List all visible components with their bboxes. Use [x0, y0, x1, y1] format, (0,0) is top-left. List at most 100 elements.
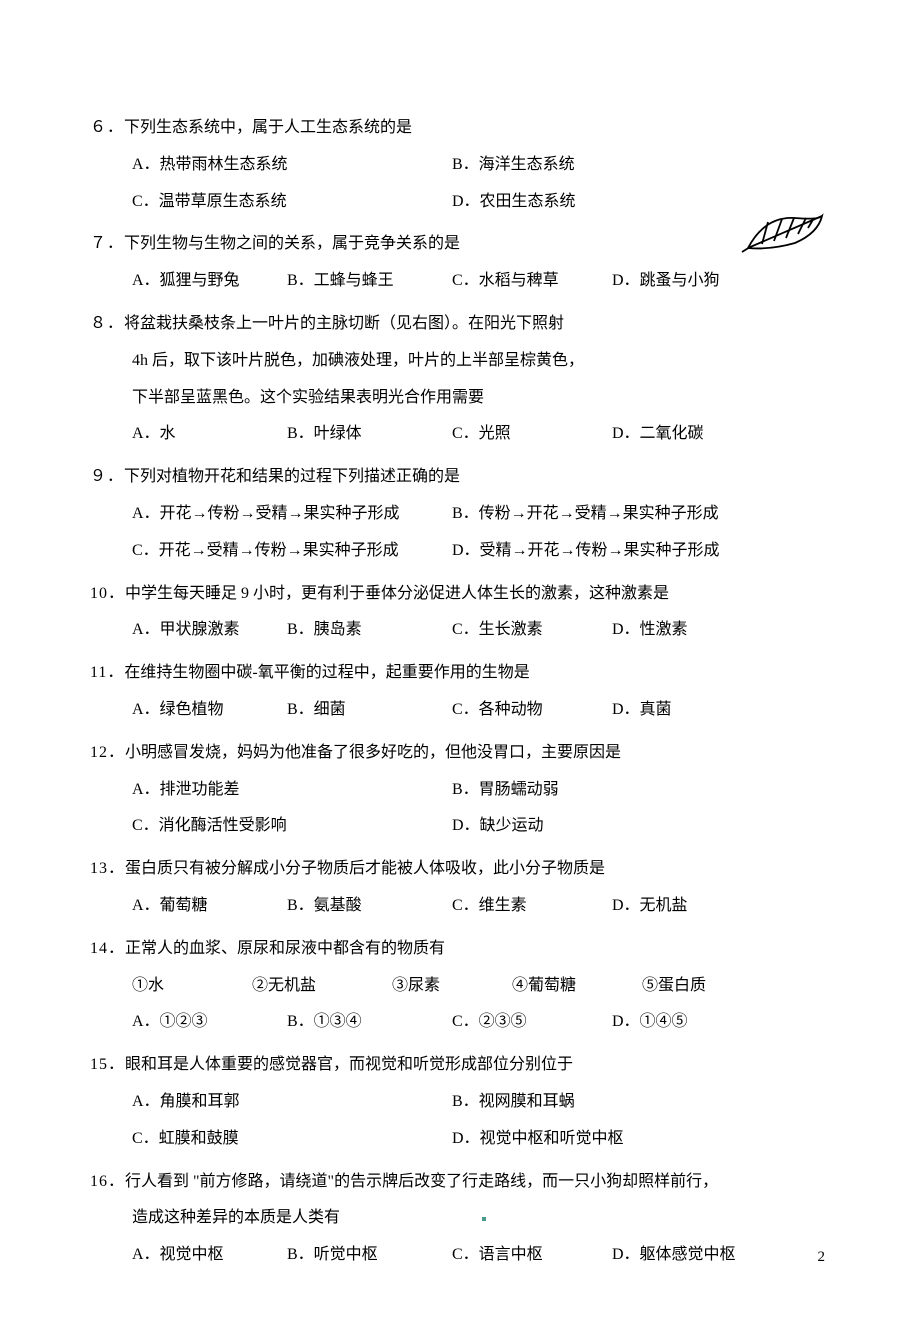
option: C．水稻与稗草 — [452, 263, 612, 300]
option: D．二氧化碳 — [612, 416, 704, 453]
option: D．缺少运动 — [452, 808, 544, 845]
options-row: A．角膜和耳郭B．视网膜和耳蜗 — [90, 1084, 830, 1121]
question-number: 14． — [90, 931, 125, 968]
option: B．传粉→开花→受精→果实种子形成 — [452, 496, 719, 533]
option: A．水 — [132, 416, 287, 453]
options-row: A．水B．叶绿体C．光照D．二氧化碳 — [90, 416, 830, 453]
option: C．生长激素 — [452, 612, 612, 649]
options-row: A．绿色植物B．细菌C．各种动物D．真菌 — [90, 692, 830, 729]
option: C．消化酶活性受影响 — [132, 808, 452, 845]
option: A．狐狸与野兔 — [132, 263, 287, 300]
item: ⑤蛋白质 — [642, 968, 706, 1005]
question-stem: 在维持生物圈中碳-氧平衡的过程中，起重要作用的生物是 — [124, 655, 830, 692]
option: A．热带雨林生态系统 — [132, 147, 452, 184]
question-number: 10． — [90, 576, 125, 613]
question-14: 14．正常人的血浆、原尿和尿液中都含有的物质有①水②无机盐③尿素④葡萄糖⑤蛋白质… — [90, 931, 830, 1041]
option: B．胰岛素 — [287, 612, 452, 649]
question-stem: 正常人的血浆、原尿和尿液中都含有的物质有 — [125, 931, 830, 968]
question-6: ６．下列生态系统中，属于人工生态系统的是A．热带雨林生态系统B．海洋生态系统C．… — [90, 110, 830, 220]
options-row: A．排泄功能差B．胃肠蠕动弱 — [90, 772, 830, 809]
option: D．跳蚤与小狗 — [612, 263, 720, 300]
question-15: 15．眼和耳是人体重要的感觉器官，而视觉和听觉形成部位分别位于A．角膜和耳郭B．… — [90, 1047, 830, 1157]
option: B．听觉中枢 — [287, 1237, 452, 1274]
question-number: 11． — [90, 655, 124, 692]
question-number: 12． — [90, 735, 125, 772]
item: ④葡萄糖 — [512, 968, 642, 1005]
options-row: C．开花→受精→传粉→果实种子形成D．受精→开花→传粉→果实种子形成 — [90, 533, 830, 570]
question-16: 16．行人看到 "前方修路，请绕道"的告示牌后改变了行走路线，而一只小狗却照样前… — [90, 1164, 830, 1274]
question-stem: 下列生物与生物之间的关系，属于竞争关系的是 — [124, 226, 830, 263]
option: C．温带草原生态系统 — [132, 184, 452, 221]
question-number: ９． — [90, 459, 124, 496]
question-7: ７．下列生物与生物之间的关系，属于竞争关系的是A．狐狸与野兔B．工蜂与蜂王C．水… — [90, 226, 830, 300]
question-stem: 下列生态系统中，属于人工生态系统的是 — [124, 110, 830, 147]
option: B．叶绿体 — [287, 416, 452, 453]
option: D．性激素 — [612, 612, 688, 649]
option: A．绿色植物 — [132, 692, 287, 729]
question-number: ６． — [90, 110, 124, 147]
question-stem: 将盆栽扶桑枝条上一叶片的主脉切断（见右图）。在阳光下照射 — [124, 306, 830, 343]
question-9: ９．下列对植物开花和结果的过程下列描述正确的是A．开花→传粉→受精→果实种子形成… — [90, 459, 830, 569]
option: A．排泄功能差 — [132, 772, 452, 809]
option: A．葡萄糖 — [132, 888, 287, 925]
question-stem-cont: 造成这种差异的本质是人类有 — [90, 1200, 830, 1237]
question-stem-cont: 下半部呈蓝黑色。这个实验结果表明光合作用需要 — [90, 380, 830, 417]
options-row: C．虹膜和鼓膜D．视觉中枢和听觉中枢 — [90, 1121, 830, 1158]
question-number: 15． — [90, 1047, 125, 1084]
question-number: ８． — [90, 306, 124, 343]
option: A．开花→传粉→受精→果实种子形成 — [132, 496, 452, 533]
question-stem-cont: 4h 后，取下该叶片脱色，加碘液处理，叶片的上半部呈棕黄色， — [90, 343, 830, 380]
option: C．开花→受精→传粉→果实种子形成 — [132, 533, 452, 570]
option: B．海洋生态系统 — [452, 147, 575, 184]
item: ③尿素 — [392, 968, 512, 1005]
options-row: A．开花→传粉→受精→果实种子形成B．传粉→开花→受精→果实种子形成 — [90, 496, 830, 533]
option: B．氨基酸 — [287, 888, 452, 925]
option: D．真菌 — [612, 692, 672, 729]
item: ②无机盐 — [252, 968, 392, 1005]
question-items: ①水②无机盐③尿素④葡萄糖⑤蛋白质 — [90, 968, 830, 1005]
options-row: C．消化酶活性受影响D．缺少运动 — [90, 808, 830, 845]
question-stem: 蛋白质只有被分解成小分子物质后才能被人体吸收，此小分子物质是 — [125, 851, 830, 888]
question-12: 12．小明感冒发烧，妈妈为他准备了很多好吃的，但他没胃口，主要原因是A．排泄功能… — [90, 735, 830, 845]
option: C．语言中枢 — [452, 1237, 612, 1274]
options-row: A．视觉中枢B．听觉中枢C．语言中枢D．躯体感觉中枢 — [90, 1237, 830, 1274]
question-number: 16． — [90, 1164, 125, 1201]
question-stem: 小明感冒发烧，妈妈为他准备了很多好吃的，但他没胃口，主要原因是 — [125, 735, 830, 772]
option: D．躯体感觉中枢 — [612, 1237, 736, 1274]
option: D．受精→开花→传粉→果实种子形成 — [452, 533, 720, 570]
option: D．无机盐 — [612, 888, 688, 925]
option: B．视网膜和耳蜗 — [452, 1084, 575, 1121]
question-10: 10．中学生每天睡足 9 小时，更有利于垂体分泌促进人体生长的激素，这种激素是A… — [90, 576, 830, 650]
question-stem: 中学生每天睡足 9 小时，更有利于垂体分泌促进人体生长的激素，这种激素是 — [125, 576, 830, 613]
question-number: ７． — [90, 226, 124, 263]
option: B．细菌 — [287, 692, 452, 729]
options-row: C．温带草原生态系统D．农田生态系统 — [90, 184, 830, 221]
option: D．①④⑤ — [612, 1004, 688, 1041]
options-row: A．甲状腺激素B．胰岛素C．生长激素D．性激素 — [90, 612, 830, 649]
option: D．农田生态系统 — [452, 184, 576, 221]
option: A．角膜和耳郭 — [132, 1084, 452, 1121]
option: B．工蜂与蜂王 — [287, 263, 452, 300]
option: C．虹膜和鼓膜 — [132, 1121, 452, 1158]
options-row: A．狐狸与野兔B．工蜂与蜂王C．水稻与稗草D．跳蚤与小狗 — [90, 263, 830, 300]
option: A．视觉中枢 — [132, 1237, 287, 1274]
option: A．甲状腺激素 — [132, 612, 287, 649]
option: B．胃肠蠕动弱 — [452, 772, 559, 809]
question-13: 13．蛋白质只有被分解成小分子物质后才能被人体吸收，此小分子物质是A．葡萄糖B．… — [90, 851, 830, 925]
item: ①水 — [132, 968, 252, 1005]
options-row: A．热带雨林生态系统B．海洋生态系统 — [90, 147, 830, 184]
option: C．各种动物 — [452, 692, 612, 729]
option: A．①②③ — [132, 1004, 287, 1041]
question-stem: 眼和耳是人体重要的感觉器官，而视觉和听觉形成部位分别位于 — [125, 1047, 830, 1084]
question-number: 13． — [90, 851, 125, 888]
options-row: A．①②③B．①③④C．②③⑤D．①④⑤ — [90, 1004, 830, 1041]
leaf-icon — [740, 208, 830, 263]
option: D．视觉中枢和听觉中枢 — [452, 1121, 624, 1158]
question-8: ８．将盆栽扶桑枝条上一叶片的主脉切断（见右图）。在阳光下照射4h 后，取下该叶片… — [90, 306, 830, 453]
question-stem: 行人看到 "前方修路，请绕道"的告示牌后改变了行走路线，而一只小狗却照样前行， — [125, 1164, 830, 1201]
option: C．维生素 — [452, 888, 612, 925]
question-11: 11．在维持生物圈中碳-氧平衡的过程中，起重要作用的生物是A．绿色植物B．细菌C… — [90, 655, 830, 729]
options-row: A．葡萄糖B．氨基酸C．维生素D．无机盐 — [90, 888, 830, 925]
option: C．光照 — [452, 416, 612, 453]
page-number: 2 — [818, 1249, 826, 1266]
